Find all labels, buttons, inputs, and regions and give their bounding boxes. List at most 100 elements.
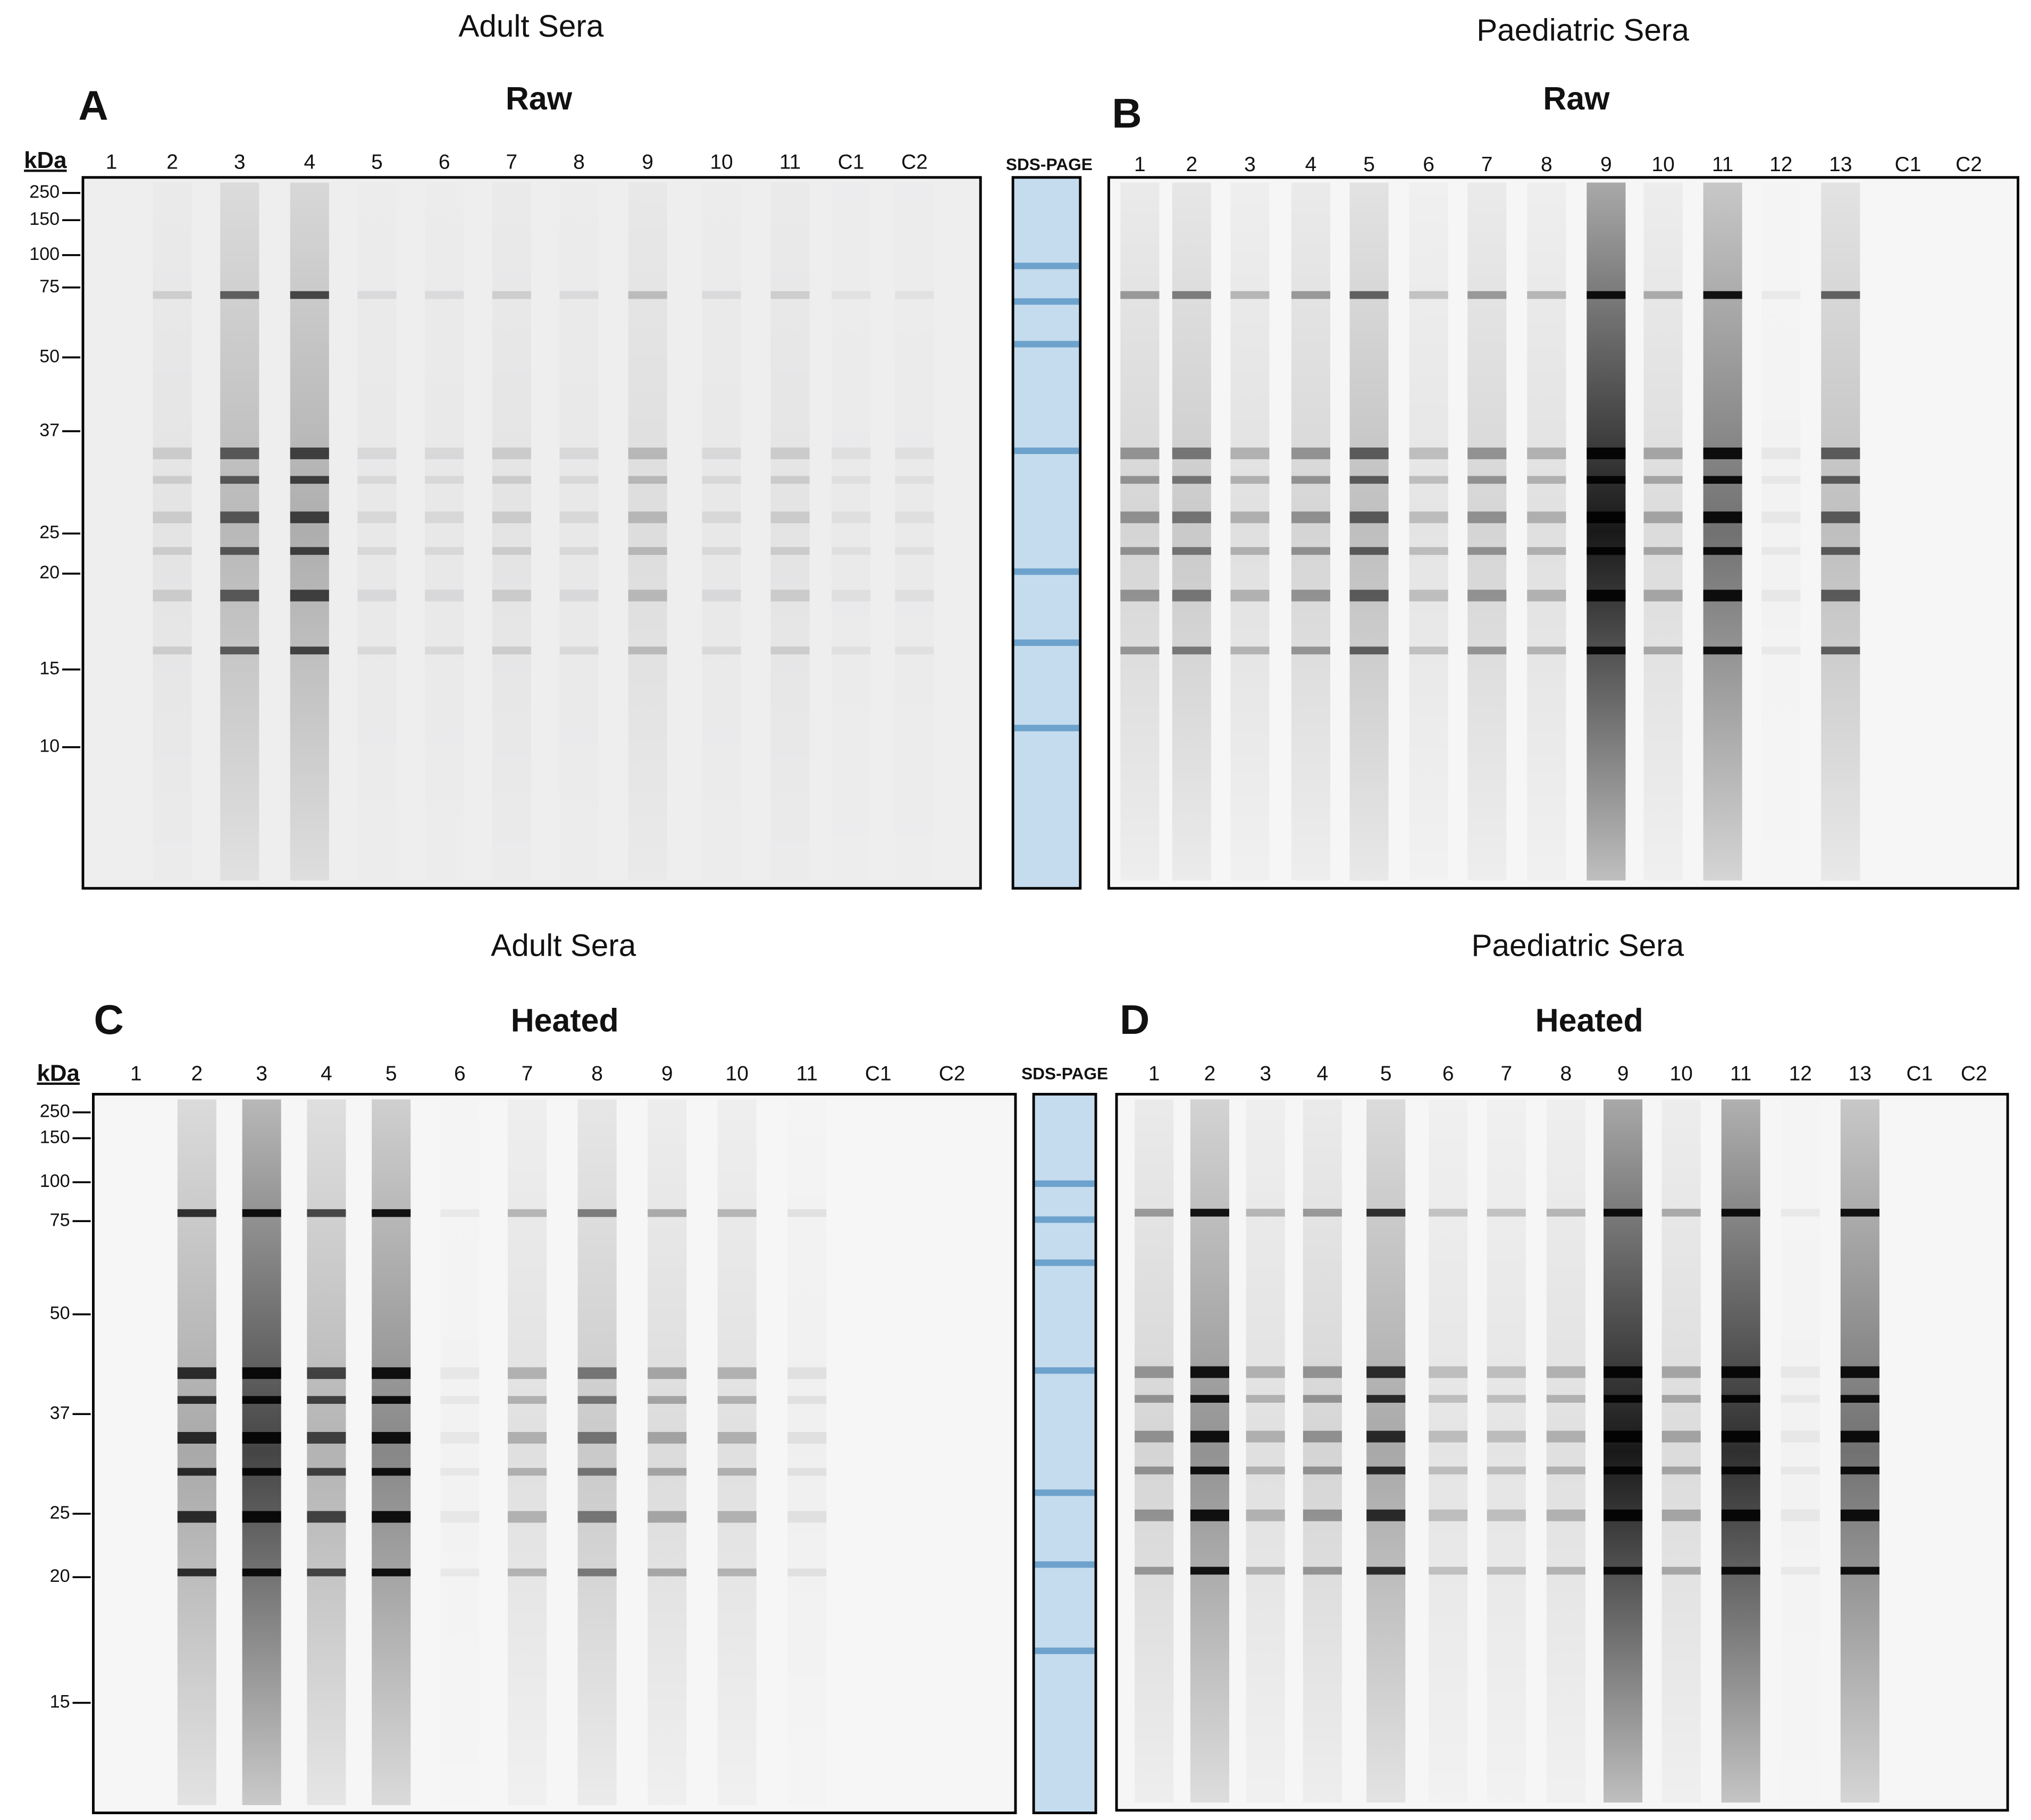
lane-label: 3 [1260,1062,1271,1085]
lane-label: 10 [726,1062,749,1085]
band [895,476,934,484]
band [1230,291,1270,299]
band [1291,646,1330,655]
band [492,547,531,555]
stain-band [1014,298,1079,305]
band [628,291,667,299]
band [1366,1430,1406,1443]
band [770,511,810,524]
band [895,646,934,655]
band [1761,511,1801,524]
band [1190,1366,1229,1378]
band [787,1468,827,1476]
lane-label: 8 [591,1062,603,1085]
lane-label: 1 [106,150,118,173]
band [242,1511,281,1523]
band [290,547,329,555]
band [1527,547,1566,555]
band [832,511,871,524]
band [1429,1366,1468,1378]
band [290,589,329,602]
lane-smear [628,182,667,881]
band [177,1468,216,1476]
band [895,447,934,459]
band [307,1568,346,1577]
band [492,291,531,299]
group-title: Paediatric Sera [1471,929,1684,963]
band [372,1367,411,1379]
band [1172,291,1211,299]
band [1135,1209,1174,1217]
band [1840,1509,1879,1521]
band [1721,1509,1760,1521]
band [1546,1509,1585,1521]
band [425,646,464,655]
band [1429,1395,1468,1403]
lane-label: 10 [1669,1062,1692,1085]
lane-smear [1467,182,1507,881]
lane-label: 1 [1148,1062,1160,1085]
band [508,1511,547,1523]
band [1661,1366,1701,1378]
band [1761,589,1801,602]
band [1120,589,1160,602]
lane-label: C1 [838,150,865,173]
mw-marker: 50 [39,346,60,366]
band [177,1511,216,1523]
lane-smear [177,1099,216,1805]
band [290,447,329,459]
band [177,1432,216,1444]
band [1721,1467,1760,1474]
band [1703,646,1742,655]
band [1409,547,1448,555]
band [1467,476,1507,484]
band [153,291,192,299]
band [1546,1395,1585,1403]
band [153,511,192,524]
band [1172,589,1211,602]
group-title: Adult Sera [458,9,603,44]
band [1761,476,1801,484]
lane-smear [1172,182,1211,881]
mw-marker: 150 [29,209,60,229]
band [1190,1566,1229,1575]
band [1366,1366,1406,1378]
condition-label: Heated [1535,1002,1643,1039]
band [577,1432,617,1444]
lane-smear [1703,182,1742,881]
lane-label: C2 [901,150,928,173]
band [1246,1509,1285,1521]
band [1467,291,1507,299]
band [357,291,397,299]
band [1246,1566,1285,1575]
band [1120,547,1160,555]
band [1120,511,1160,524]
band [425,511,464,524]
mw-marker: 100 [29,244,60,264]
lane-smear [1840,1099,1879,1803]
band [372,1396,411,1404]
band [1781,1366,1820,1378]
band [1721,1366,1760,1378]
band [220,447,259,459]
lane-label: 9 [661,1062,673,1085]
band [1546,1430,1585,1443]
band [1349,646,1389,655]
lane-smear [1527,182,1566,881]
lane-label: 11 [1730,1062,1751,1085]
band [770,476,810,484]
band [1527,511,1566,524]
band [357,547,397,555]
mw-marker: 25 [39,523,60,543]
lane-smear [1230,182,1270,881]
band [1604,1430,1643,1443]
band [1840,1566,1879,1575]
band [220,646,259,655]
band [832,291,871,299]
band [1840,1430,1879,1443]
band [357,476,397,484]
mw-marker: 75 [39,276,60,297]
band [307,1209,346,1217]
band [895,511,934,524]
